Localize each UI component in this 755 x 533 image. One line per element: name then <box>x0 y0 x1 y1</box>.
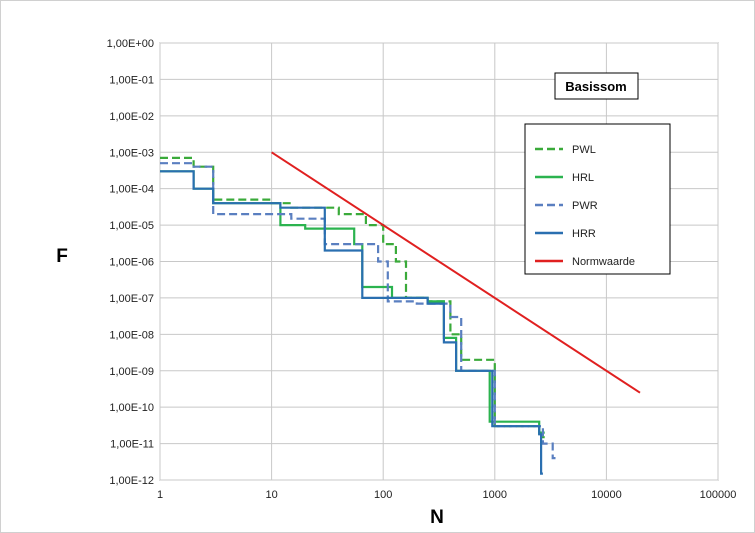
y-axis-title: F <box>56 246 68 267</box>
y-tick-label: 1,00E-04 <box>109 184 154 196</box>
y-tick-label: 1,00E-08 <box>109 329 154 341</box>
legend-box <box>524 123 671 275</box>
x-tick-label: 1 <box>157 489 163 501</box>
series-line-hrr <box>160 170 543 475</box>
x-tick-label: 100000 <box>700 489 737 501</box>
legend-label-normwaarde: Normwaarde <box>572 256 635 268</box>
series-line-normwaarde <box>271 151 641 394</box>
legend-label-hrl: HRL <box>572 172 594 184</box>
y-tick-label: 1,00E-09 <box>109 366 154 378</box>
legend-label-pwr: PWR <box>572 200 598 212</box>
y-tick-label: 1,00E-10 <box>109 402 154 414</box>
series-layer <box>160 151 641 475</box>
series-line-pwl <box>160 156 545 439</box>
y-tick-label: 1,00E-12 <box>109 475 154 487</box>
x-axis-title: N <box>430 507 444 528</box>
x-tick-labels: 1 10 100 1000 10000 100000 <box>157 489 736 501</box>
y-tick-label: 1,00E-07 <box>109 293 154 305</box>
basissom-badge: Basissom <box>554 72 639 100</box>
legend: PWL HRL PWR HRR Normwaarde <box>524 123 671 275</box>
y-tick-label: 1,00E-03 <box>109 147 154 159</box>
x-tick-label: 1000 <box>483 489 507 501</box>
x-tick-label: 100 <box>374 489 392 501</box>
legend-label-hrr: HRR <box>572 228 596 240</box>
y-tick-label: 1,00E-02 <box>109 111 154 123</box>
y-tick-label: 1,00E-11 <box>110 439 154 451</box>
y-tick-label: 1,00E-01 <box>109 74 154 86</box>
badge-label: Basissom <box>565 79 626 94</box>
y-tick-label: 1,00E-06 <box>109 257 154 269</box>
badge-box <box>554 72 639 100</box>
x-tick-label: 10000 <box>591 489 622 501</box>
legend-items: PWL HRL PWR HRR Normwaarde <box>535 144 635 268</box>
y-tick-labels: 1,00E+00 1,00E-01 1,00E-02 1,00E-03 1,00E-04… <box>107 38 154 487</box>
legend-label-pwl: PWL <box>572 144 596 156</box>
y-tick-label: 1,00E+00 <box>107 38 154 50</box>
x-tick-label: 10 <box>265 489 277 501</box>
y-tick-label: 1,00E-05 <box>109 220 154 232</box>
